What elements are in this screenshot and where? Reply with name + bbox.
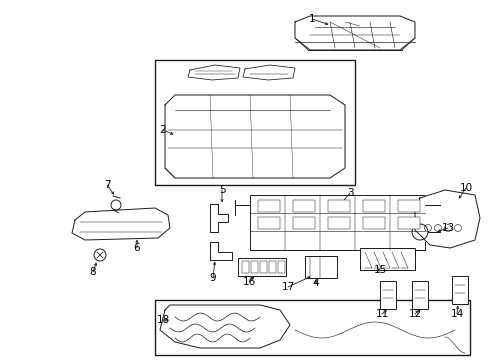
Text: 7: 7 xyxy=(103,180,110,190)
Text: 6: 6 xyxy=(133,243,140,253)
Text: 4: 4 xyxy=(312,278,319,288)
Bar xyxy=(379,281,395,309)
Bar xyxy=(292,217,314,229)
Text: 16: 16 xyxy=(242,277,255,287)
Text: 14: 14 xyxy=(449,309,463,319)
Bar xyxy=(242,261,248,273)
Text: 2: 2 xyxy=(160,125,166,135)
Text: 17: 17 xyxy=(281,282,294,292)
Bar xyxy=(362,217,384,229)
Bar xyxy=(249,195,424,250)
Text: 10: 10 xyxy=(459,183,471,193)
Bar xyxy=(268,261,275,273)
Bar xyxy=(397,217,419,229)
Bar xyxy=(397,200,419,212)
Bar xyxy=(155,300,469,355)
Polygon shape xyxy=(164,95,345,178)
Text: 12: 12 xyxy=(407,309,421,319)
Bar xyxy=(327,217,349,229)
Bar xyxy=(250,261,258,273)
Bar xyxy=(238,258,285,276)
Polygon shape xyxy=(414,190,479,248)
Polygon shape xyxy=(187,65,240,80)
Polygon shape xyxy=(209,204,227,232)
Polygon shape xyxy=(160,305,289,348)
Bar xyxy=(258,200,280,212)
Polygon shape xyxy=(209,242,231,260)
Text: 8: 8 xyxy=(89,267,96,277)
Bar xyxy=(260,261,266,273)
Bar xyxy=(451,276,467,304)
Bar xyxy=(327,200,349,212)
Bar xyxy=(359,248,414,270)
Text: 5: 5 xyxy=(218,185,225,195)
Bar xyxy=(292,200,314,212)
Text: 11: 11 xyxy=(375,309,388,319)
Text: 15: 15 xyxy=(373,265,386,275)
Text: 9: 9 xyxy=(209,273,216,283)
Bar xyxy=(278,261,285,273)
Text: 3: 3 xyxy=(346,188,353,198)
Polygon shape xyxy=(243,65,294,80)
Text: 1: 1 xyxy=(308,14,315,24)
Polygon shape xyxy=(72,208,170,240)
Text: 13: 13 xyxy=(441,223,454,233)
Bar xyxy=(258,217,280,229)
Bar xyxy=(362,200,384,212)
Bar xyxy=(411,281,427,309)
Bar xyxy=(155,60,354,185)
Bar xyxy=(305,256,336,278)
Text: 18: 18 xyxy=(156,315,169,325)
Polygon shape xyxy=(294,16,414,50)
